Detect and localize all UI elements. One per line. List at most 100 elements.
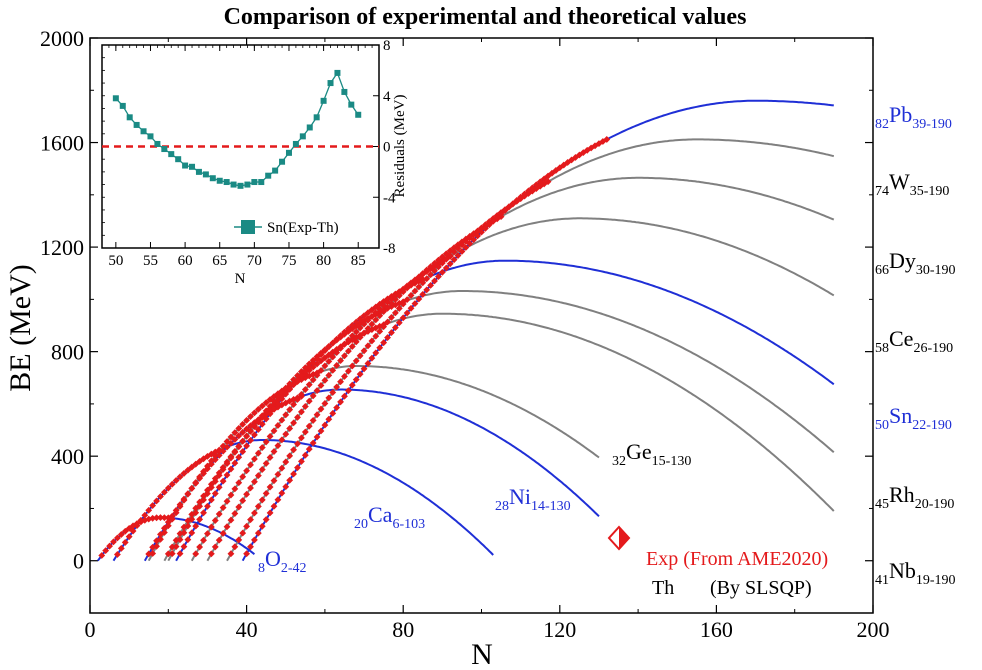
series-label-z: 28 (495, 499, 509, 514)
exp-point-w (450, 248, 458, 256)
series-label-symbol: Ge (626, 439, 652, 464)
exp-point-pb (415, 295, 423, 303)
series-label-o: 8O2-42 (258, 546, 307, 576)
exp-point-w (364, 342, 372, 350)
series-label-range: 15-130 (652, 454, 692, 469)
exp-point-pb (341, 392, 348, 400)
exp-point-ce (372, 309, 380, 317)
exp-point-ce (274, 422, 282, 429)
exp-point-pb (470, 236, 478, 244)
exp-point-ce (219, 504, 227, 512)
exp-point-ca (121, 538, 129, 546)
exp-point-pb (497, 210, 505, 218)
exp-point-w (454, 244, 462, 252)
exp-point-rh (184, 522, 192, 530)
exp-point-sn (223, 471, 231, 479)
exp-point-rh (243, 432, 251, 440)
exp-point-rh (168, 550, 176, 558)
exp-point-ce (344, 336, 352, 344)
exp-point-sn (290, 381, 298, 389)
exp-point-ca (129, 527, 137, 535)
exp-point-sn (200, 509, 207, 517)
exp-point-dy (344, 347, 352, 355)
exp-point-w (395, 304, 403, 312)
exp-point-ge (211, 452, 219, 460)
exp-point-w (427, 271, 435, 279)
exp-point-w (317, 405, 325, 413)
exp-point-pb (556, 164, 564, 172)
exp-point-dy (278, 436, 286, 444)
exp-point-sn (297, 372, 305, 380)
residual-point (202, 171, 209, 178)
exp-point-pb (325, 415, 333, 423)
exp-point-rh (235, 443, 243, 451)
exp-point-dy (223, 523, 231, 531)
exp-point-w (442, 255, 450, 263)
series-label-ni: 28Ni14-130 (495, 484, 571, 514)
exp-point-ce (294, 396, 301, 403)
series-label-symbol: W (889, 169, 910, 194)
exp-point-o (98, 552, 106, 559)
exp-point-pb (317, 427, 325, 435)
series-label-range: 14-130 (531, 499, 571, 514)
exp-point-ge (160, 529, 168, 536)
series-label-range: 26-190 (913, 341, 953, 356)
residual-point (306, 124, 313, 131)
exp-point-w (388, 313, 395, 321)
exp-point-o (106, 542, 113, 550)
exp-point-pb (352, 376, 360, 384)
exp-point-ce (215, 510, 223, 518)
series-label-z: 32 (612, 454, 626, 469)
residual-point (265, 172, 272, 179)
exp-point-sn (196, 515, 204, 523)
exp-point-dy (415, 273, 423, 281)
exp-point-ce (305, 381, 313, 389)
exp-point-pb (489, 217, 497, 225)
exp-point-w (372, 332, 380, 340)
exp-point-dy (321, 376, 329, 384)
exp-point-ca (188, 463, 196, 471)
exp-point-pb (254, 529, 262, 537)
series-label-symbol: Nb (889, 558, 916, 583)
series-label-z: 41 (875, 573, 889, 588)
legend-th-method: (By SLSQP) (710, 577, 812, 599)
residual-point (285, 149, 292, 156)
series-label-range: 2-42 (281, 561, 307, 576)
exp-point-ge (219, 442, 227, 450)
exp-point-dy (207, 550, 215, 558)
exp-point-pb (360, 365, 368, 373)
exp-point-ce (200, 536, 207, 544)
exp-point-w (262, 490, 270, 497)
exp-point-ca (113, 551, 121, 558)
exp-point-pb (450, 256, 458, 264)
inset-y-tick-label: 8 (383, 38, 391, 54)
exp-point-rh (251, 422, 258, 430)
exp-point-w (431, 267, 438, 275)
residuals-inset: 50 55 60 65 70 75 80 85 -8 -4 0 4 8 Sn(Exp-Th) N Res… (101, 38, 408, 287)
residual-point (244, 181, 251, 188)
exp-point-dy (290, 419, 298, 427)
exp-point-w (435, 263, 442, 271)
exp-point-w (313, 411, 321, 419)
exp-point-ca (176, 473, 184, 481)
exp-point-ce (266, 432, 274, 440)
exp-point-pb (372, 349, 380, 357)
exp-point-ce (207, 523, 215, 531)
exp-point-dy (427, 263, 435, 271)
residual-point (168, 151, 175, 158)
exp-point-pb (501, 207, 509, 214)
residual-point (216, 177, 223, 184)
exp-point-dy (372, 316, 380, 324)
exp-point-pb (532, 181, 540, 189)
series-label-symbol: Ce (889, 326, 913, 351)
series-label-range: 39-190 (912, 117, 952, 132)
exp-point-pb (344, 387, 352, 395)
residual-point (341, 88, 348, 95)
exp-point-ce (278, 416, 286, 424)
exp-point-rh (172, 543, 180, 550)
exp-point-ca (157, 493, 164, 500)
exp-point-ce (333, 349, 341, 357)
exp-point-sn (270, 405, 278, 413)
series-label-dy: 66Dy30-190 (875, 248, 956, 278)
